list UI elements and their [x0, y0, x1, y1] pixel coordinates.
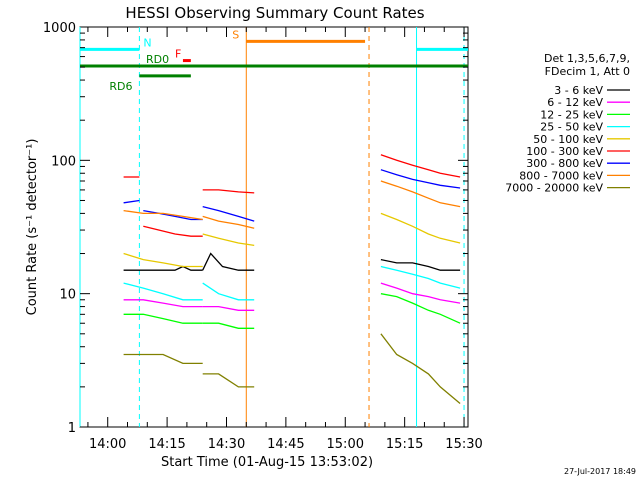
series-1-segment-0: [123, 299, 203, 308]
legend-label-4: 50 - 100 keV: [533, 133, 603, 146]
series-6-segment-2: [202, 205, 255, 222]
series-8-segment-0: [123, 353, 203, 365]
series-2-segment-1: [202, 322, 255, 329]
series-6-segment-1: [143, 209, 203, 221]
series-7-segment-0: [123, 209, 203, 221]
series-0: [123, 252, 461, 271]
series-8: [123, 333, 461, 404]
y-tick-label-0: 1: [68, 421, 76, 436]
series-4-segment-0: [123, 252, 203, 268]
series-5-segment-3: [380, 154, 461, 178]
legend-label-6: 300 - 800 keV: [526, 157, 603, 170]
y-axis-label: Count Rate (s⁻¹ detector⁻¹): [25, 139, 40, 316]
legend-label-3: 25 - 50 keV: [540, 121, 603, 134]
series-8-segment-1: [202, 373, 255, 388]
series-3-segment-2: [380, 265, 461, 289]
x-tick-label-1: 14:15: [148, 437, 185, 452]
x-tick-label-6: 15:30: [445, 437, 482, 452]
series-0-segment-1: [202, 252, 255, 271]
series-0-segment-0: [123, 265, 203, 271]
series-1-segment-2: [380, 282, 461, 304]
x-axis-label: Start Time (01-Aug-15 13:53:02): [161, 455, 373, 470]
series-6-segment-3: [380, 169, 461, 189]
series-2-segment-2: [380, 293, 461, 324]
series-2: [123, 293, 461, 329]
series-7: [123, 180, 461, 229]
series-2-segment-0: [123, 313, 203, 324]
legend-label-8: 7000 - 20000 keV: [505, 182, 603, 195]
timestamp: 27-Jul-2017 18:49: [564, 467, 636, 476]
series-5-segment-2: [202, 189, 255, 194]
state-label-3: RD0: [146, 53, 169, 66]
chart-title: HESSI Observing Summary Count Rates: [125, 4, 424, 22]
series-4-segment-2: [380, 212, 461, 244]
legend-label-2: 12 - 25 keV: [540, 108, 603, 121]
state-label-2: S: [232, 28, 239, 41]
x-tick-label-3: 14:45: [267, 437, 304, 452]
y-tick-label-1: 10: [59, 288, 76, 303]
series-3: [123, 265, 461, 301]
y-tick-label-3: 1000: [43, 21, 76, 36]
series-0-segment-2: [380, 258, 461, 271]
x-tick-label-0: 14:00: [89, 437, 126, 452]
state-label-1: F: [175, 48, 181, 61]
series-3-segment-1: [202, 282, 255, 301]
series-3-segment-0: [123, 282, 203, 301]
series-7-segment-1: [202, 215, 255, 229]
series-1: [123, 282, 461, 311]
legend-label-7: 800 - 7000 keV: [519, 169, 603, 182]
series-4-segment-1: [202, 233, 255, 247]
series-7-segment-2: [380, 180, 461, 208]
series-6-segment-0: [123, 199, 140, 204]
y-tick-label-2: 100: [51, 154, 76, 169]
series-5-segment-1: [143, 225, 203, 237]
legend-label-5: 100 - 300 keV: [526, 145, 603, 158]
legend-label-0: 3 - 6 keV: [554, 84, 603, 97]
x-tick-label-2: 14:30: [208, 437, 245, 452]
series-1-segment-1: [202, 305, 255, 311]
x-tick-label-4: 15:00: [327, 437, 364, 452]
series-8-segment-2: [380, 333, 461, 404]
legend-title-1: FDecim 1, Att 0: [545, 65, 630, 78]
legend-label-1: 6 - 12 keV: [547, 96, 603, 109]
series-4: [123, 212, 461, 268]
series-6: [123, 169, 461, 222]
state-label-0: N: [143, 36, 151, 49]
legend-title-0: Det 1,3,5,6,7,9,: [544, 52, 630, 65]
x-tick-label-5: 15:15: [386, 437, 423, 452]
series-5: [123, 154, 461, 237]
state-label-4: RD6: [109, 80, 132, 93]
